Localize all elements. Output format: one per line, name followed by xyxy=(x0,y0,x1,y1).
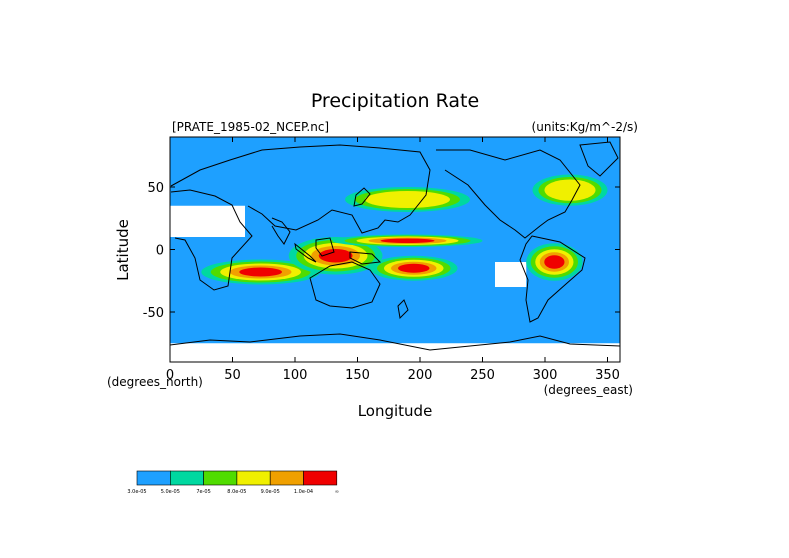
x-tick-label: 50 xyxy=(224,368,241,383)
precip-band xyxy=(318,249,353,263)
precip-band xyxy=(365,191,450,208)
x-tick-label: 200 xyxy=(408,368,433,383)
japan-coastline xyxy=(353,187,371,207)
legend-label: 9.0e-05 xyxy=(261,489,280,495)
sumatra-coastline xyxy=(294,242,317,263)
chart-title: Precipitation Rate xyxy=(311,90,479,112)
africa-coastline xyxy=(170,189,253,291)
legend-label: ∞ xyxy=(335,489,339,495)
india-coastline xyxy=(271,217,291,245)
new-guinea-coastline xyxy=(349,251,382,265)
legend-label: 8.0e-05 xyxy=(227,489,246,495)
y-tick-label: 0 xyxy=(156,244,164,259)
borneo-coastline xyxy=(315,237,335,257)
dry-region xyxy=(170,343,620,362)
legend-swatch xyxy=(303,470,338,486)
dry-region xyxy=(495,262,527,287)
dry-region xyxy=(170,205,245,237)
new-zealand-coastline xyxy=(397,299,409,320)
x-tick-label: 150 xyxy=(345,368,370,383)
greenland-coastline xyxy=(579,141,619,177)
australia-coastline xyxy=(309,261,381,309)
subtitle-units: (units:Kg/m^-2/s) xyxy=(532,120,638,134)
legend-swatch xyxy=(236,470,271,486)
x-axis-ticks: 0 50 100 150 200 250 300 350 xyxy=(166,137,620,383)
legend-swatch xyxy=(136,470,171,486)
precip-band xyxy=(239,267,282,277)
precip-band xyxy=(398,263,430,273)
color-legend: 3.0e-05 5.0e-05 7e-05 8.0e-05 9.0e-05 1.0e-04… xyxy=(127,470,339,495)
legend-swatch xyxy=(170,470,204,486)
x-tick-label: 100 xyxy=(283,368,308,383)
x-tick-label: 300 xyxy=(533,368,558,383)
eurasia-coastline xyxy=(170,144,431,234)
y-tick-label: 50 xyxy=(147,181,164,196)
x-tick-label: 250 xyxy=(470,368,495,383)
y-axis-title: Latitude xyxy=(114,219,132,281)
coastlines xyxy=(170,141,620,351)
y-unit-label: (degrees_north) xyxy=(107,375,203,389)
y-tick-label: -50 xyxy=(143,306,164,321)
south-america-coastline xyxy=(519,235,586,323)
legend-label: 1.0e-04 xyxy=(294,489,313,495)
legend-swatch xyxy=(269,470,304,486)
legend-label: 3.0e-05 xyxy=(127,489,146,495)
north-america-coastline xyxy=(436,149,581,239)
subtitle-file: [PRATE_1985-02_NCEP.nc] xyxy=(172,120,329,134)
precip-band xyxy=(544,255,565,269)
legend-label: 5.0e-05 xyxy=(161,489,180,495)
legend-swatch xyxy=(203,470,238,486)
x-axis-title: Longitude xyxy=(358,402,433,420)
x-tick-label: 0 xyxy=(166,368,174,383)
x-unit-label: (degrees_east) xyxy=(544,383,633,397)
legend-label: 7e-05 xyxy=(196,489,210,495)
y-axis-ticks: -50 0 50 xyxy=(143,181,620,321)
precip-band xyxy=(544,179,596,201)
x-tick-label: 350 xyxy=(595,368,620,383)
precip-band xyxy=(380,238,435,243)
antarctica-coastline xyxy=(170,333,620,351)
